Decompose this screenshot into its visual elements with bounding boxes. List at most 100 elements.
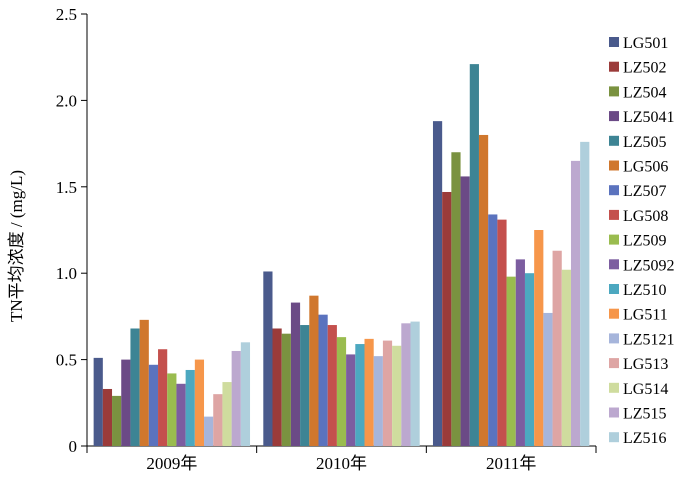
y-tick-label: 2.5 xyxy=(56,5,77,24)
bar-lz504-1 xyxy=(281,333,291,446)
y-tick-label: 1.5 xyxy=(56,178,77,197)
bar-lg511-2 xyxy=(534,230,544,446)
legend-label: LG514 xyxy=(623,381,668,398)
bar-lz504-2 xyxy=(451,152,461,447)
legend-swatch xyxy=(609,160,619,171)
legend-label: LZ516 xyxy=(623,430,667,447)
bar-lg511-1 xyxy=(364,338,374,446)
bar-lg501-0 xyxy=(93,357,103,446)
bar-lz515-0 xyxy=(231,350,241,446)
bar-lg506-1 xyxy=(309,295,319,446)
legend-swatch xyxy=(609,333,619,344)
legend-label: LZ5041 xyxy=(623,109,675,126)
legend-label: LZ509 xyxy=(623,233,667,250)
bar-lg513-2 xyxy=(552,250,562,446)
y-axis: 0 0.5 1.0 1.5 2.0 2.5 xyxy=(56,5,88,456)
legend-swatch xyxy=(609,432,619,443)
bar-lz5041-2 xyxy=(460,176,470,446)
y-tick-label: 0 xyxy=(69,437,78,456)
bar-lz5092-0 xyxy=(176,383,186,446)
bar-lz502-2 xyxy=(442,191,452,446)
y-tick-label: 0.5 xyxy=(56,351,77,370)
legend-label: LG508 xyxy=(623,208,668,225)
bar-lg508-2 xyxy=(497,219,507,446)
bar-lg513-1 xyxy=(382,340,393,446)
legend-label: LG506 xyxy=(623,159,668,176)
legend-swatch xyxy=(609,308,619,319)
bar-lz507-1 xyxy=(318,314,328,446)
x-category-label: 2009年 xyxy=(146,454,197,473)
bar-lz509-1 xyxy=(336,337,347,446)
bar-lg508-0 xyxy=(158,349,168,446)
bar-lz5041-1 xyxy=(290,302,301,446)
legend-swatch xyxy=(609,358,619,369)
bars xyxy=(93,64,590,447)
bar-lz507-0 xyxy=(148,364,159,446)
bar-lz510-2 xyxy=(524,273,535,446)
legend-swatch xyxy=(609,111,619,122)
legend-label: LZ502 xyxy=(623,60,667,77)
legend-label: LG501 xyxy=(623,35,668,52)
bar-lg514-2 xyxy=(561,269,571,446)
bar-lz509-2 xyxy=(506,276,516,446)
bar-lz5092-1 xyxy=(346,354,356,446)
bar-lg514-1 xyxy=(392,345,402,446)
legend-swatch xyxy=(609,61,619,72)
x-category-label: 2011年 xyxy=(486,454,536,473)
bar-lz505-2 xyxy=(469,64,479,446)
bar-lz505-0 xyxy=(130,328,140,446)
legend-swatch xyxy=(609,185,619,196)
bar-lg506-0 xyxy=(139,319,149,446)
bar-lz516-0 xyxy=(240,342,251,446)
legend-swatch xyxy=(609,135,619,146)
legend-swatch xyxy=(609,259,619,270)
legend-label: LZ504 xyxy=(623,84,667,101)
bar-lz502-1 xyxy=(272,328,282,446)
legend-label: LZ507 xyxy=(623,183,667,200)
bar-lg511-0 xyxy=(194,359,205,446)
bar-lz5092-2 xyxy=(515,259,525,446)
x-category-label: 2010年 xyxy=(316,454,367,473)
legend-swatch xyxy=(609,209,619,220)
bar-lz507-2 xyxy=(488,214,498,446)
bar-lg501-2 xyxy=(432,121,443,447)
bar-lz510-1 xyxy=(355,344,365,446)
y-axis-label: TN平均浓度 / (mg/L) xyxy=(7,170,26,322)
legend-label: LZ5092 xyxy=(623,257,675,274)
bar-lg514-0 xyxy=(222,382,232,446)
legend-label: LZ505 xyxy=(623,134,667,151)
bar-lz510-0 xyxy=(185,369,195,446)
bar-lz505-1 xyxy=(300,325,310,446)
x-axis: 2009年 2010年 2011年 xyxy=(86,445,597,473)
bar-lz515-1 xyxy=(401,323,411,446)
legend-swatch xyxy=(609,407,619,418)
bar-lz502-0 xyxy=(102,388,113,446)
legend-swatch xyxy=(609,284,619,294)
bar-lz5121-1 xyxy=(373,356,383,446)
bar-lg508-1 xyxy=(327,325,337,446)
bar-lz516-1 xyxy=(410,321,420,446)
legend-label: LZ5121 xyxy=(623,331,675,348)
bar-lz516-2 xyxy=(580,141,590,446)
legend-label: LZ510 xyxy=(623,282,667,299)
bar-lz515-2 xyxy=(570,160,581,446)
bar-lg506-2 xyxy=(478,134,489,446)
bar-lz5041-0 xyxy=(121,359,131,446)
bar-lz5121-2 xyxy=(543,312,553,446)
bar-lg513-0 xyxy=(213,394,223,446)
legend-swatch xyxy=(609,382,619,393)
bar-lg501-1 xyxy=(263,271,273,446)
legend: LG501 LZ502 LZ504 LZ5041 LZ505 LG506 LZ507 LG50… xyxy=(609,35,675,447)
bar-lz504-0 xyxy=(112,395,122,446)
legend-label: LG513 xyxy=(623,356,668,373)
legend-label: LG511 xyxy=(623,307,668,324)
legend-swatch xyxy=(609,234,619,245)
bar-lz5121-0 xyxy=(204,416,214,446)
y-tick-label: 1.0 xyxy=(56,264,77,283)
legend-swatch xyxy=(609,37,619,47)
bar-lz509-0 xyxy=(167,373,177,446)
y-tick-label: 2.0 xyxy=(56,91,77,110)
legend-label: LZ515 xyxy=(623,406,667,423)
legend-swatch xyxy=(609,86,619,97)
